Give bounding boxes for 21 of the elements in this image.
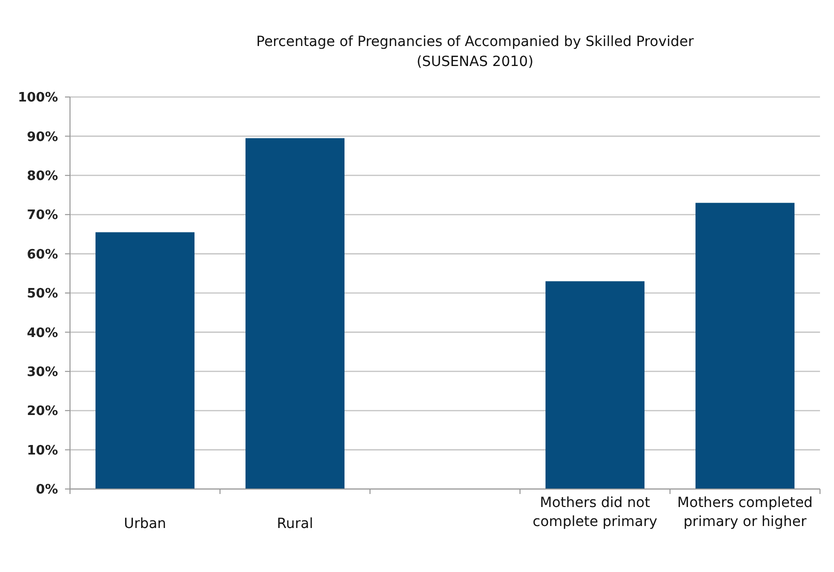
y-tick-label: 60% <box>26 247 58 262</box>
x-tick-label: Rural <box>276 516 314 532</box>
bar <box>246 138 344 489</box>
y-tick-label: 100% <box>18 90 58 106</box>
y-tick-label: 20% <box>26 404 58 420</box>
x-tick-label: Mothers did not complete primary <box>532 495 658 530</box>
bar <box>696 202 794 489</box>
chart-title: Percentage of Pregnancies of Accompanied by Skilled Provider <box>256 34 694 50</box>
y-tick-label: 80% <box>26 168 58 184</box>
chart-subtitle: (SUSENAS 2010) <box>416 54 534 70</box>
bar <box>546 281 644 489</box>
y-tick-label: 50% <box>26 286 58 302</box>
y-tick-label: 70% <box>26 208 58 224</box>
y-tick-label: 40% <box>26 326 58 341</box>
bar <box>96 232 194 489</box>
y-tick-label: 90% <box>26 130 58 145</box>
y-tick-label: 0% <box>36 482 58 498</box>
x-tick-label: Mothers completed primary or higher <box>677 495 813 530</box>
y-tick-label: 10% <box>26 443 58 458</box>
x-tick-label: Urban <box>124 516 166 532</box>
y-tick-label: 30% <box>26 364 58 380</box>
